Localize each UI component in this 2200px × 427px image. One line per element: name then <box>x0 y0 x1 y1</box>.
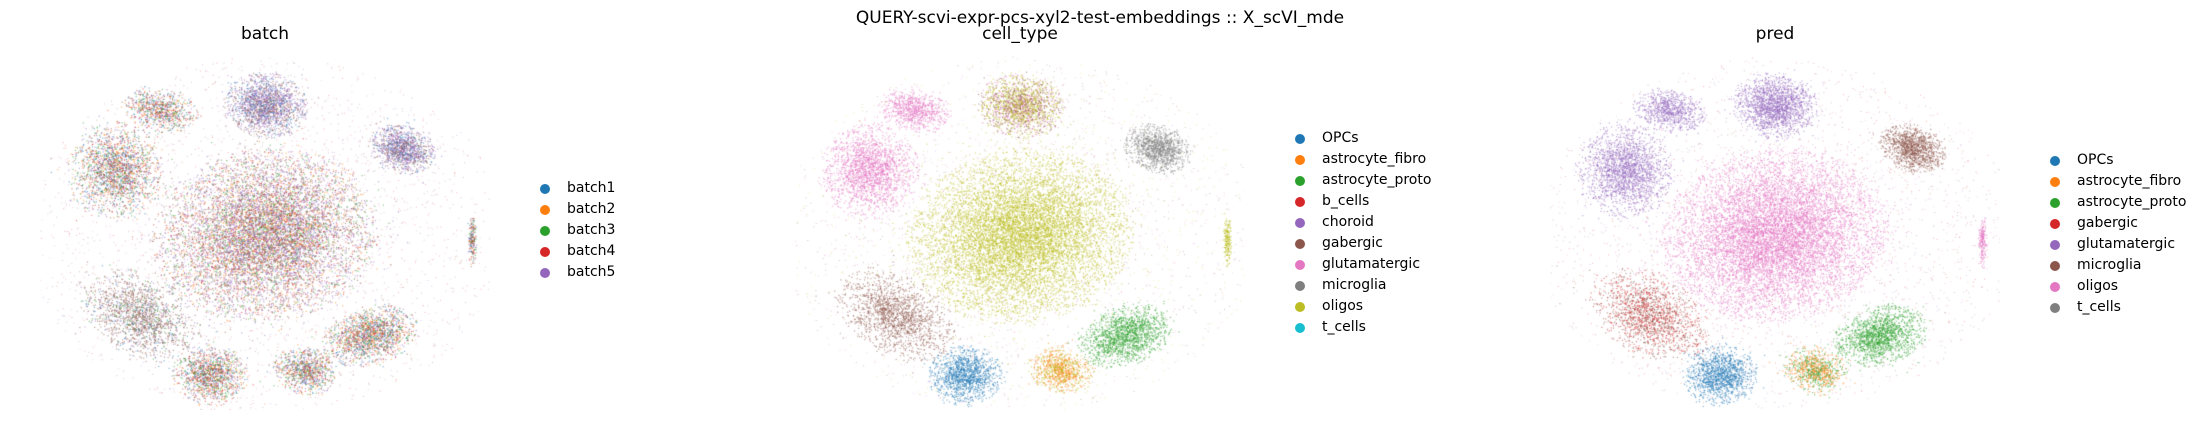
legend-label: glutamatergic <box>2077 236 2176 252</box>
panel-title: pred <box>1755 24 1795 44</box>
scatter-plot-pred <box>1550 50 2000 410</box>
legend-item: OPCs <box>2050 150 2186 171</box>
legend-item: batch2 <box>540 199 615 220</box>
legend-item: microglia <box>2050 255 2186 276</box>
legend-swatch <box>540 183 550 194</box>
legend-swatch <box>1295 196 1305 207</box>
scatter-plot-batch <box>40 50 490 410</box>
legend-swatch <box>1295 259 1305 270</box>
legend-item: gabergic <box>1295 233 1431 254</box>
panel-title: cell_type <box>982 24 1058 44</box>
legend-swatch <box>2050 281 2060 292</box>
legend-label: batch1 <box>567 180 616 196</box>
legend-label: t_cells <box>1322 319 1366 335</box>
legend-item: t_cells <box>2050 297 2186 318</box>
legend-swatch <box>2050 197 2060 208</box>
legend-item: oligos <box>1295 296 1431 317</box>
legend-swatch <box>1295 280 1305 291</box>
legend-swatch <box>1295 238 1305 249</box>
legend-label: astrocyte_proto <box>2077 194 2187 210</box>
legend-label: microglia <box>1322 277 1387 293</box>
legend-item: microglia <box>1295 275 1431 296</box>
legend-item: batch3 <box>540 220 615 241</box>
legend-label: batch3 <box>567 222 616 238</box>
legend-item: oligos <box>2050 276 2186 297</box>
legend-label: oligos <box>2077 278 2119 294</box>
legend-swatch <box>1295 154 1305 165</box>
panel-batch: batch batch1 batch2 batch3 batch4 batch5 <box>40 0 680 427</box>
legend-item: batch4 <box>540 241 615 262</box>
figure-suptitle: QUERY-scvi-expr-pcs-xyl2-test-embeddings… <box>855 8 1345 28</box>
legend-label: b_cells <box>1322 193 1370 209</box>
legend-item: glutamatergic <box>2050 234 2186 255</box>
legend-label: astrocyte_proto <box>1322 172 1432 188</box>
legend-label: gabergic <box>1322 235 1383 251</box>
legend-label: batch5 <box>567 264 616 280</box>
legend-swatch <box>1295 175 1305 186</box>
legend-swatch <box>540 246 550 257</box>
legend-swatch <box>1295 322 1305 333</box>
legend-item: astrocyte_proto <box>2050 192 2186 213</box>
legend-cell-type: OPCs astrocyte_fibro astrocyte_proto b_cell… <box>1295 128 1431 338</box>
legend-label: OPCs <box>2077 152 2114 168</box>
legend-label: choroid <box>1322 214 1374 230</box>
legend-label: t_cells <box>2077 299 2121 315</box>
legend-item: astrocyte_fibro <box>2050 171 2186 192</box>
legend-swatch <box>540 225 550 236</box>
legend-item: batch5 <box>540 262 615 283</box>
legend-swatch <box>2050 176 2060 187</box>
legend-swatch <box>2050 155 2060 166</box>
legend-item: batch1 <box>540 178 615 199</box>
legend-swatch <box>2050 218 2060 229</box>
legend-item: b_cells <box>1295 191 1431 212</box>
panel-title: batch <box>241 24 289 44</box>
legend-label: glutamatergic <box>1322 256 1421 272</box>
legend-swatch <box>1295 217 1305 228</box>
legend-swatch <box>540 204 550 215</box>
legend-item: glutamatergic <box>1295 254 1431 275</box>
legend-item: OPCs <box>1295 128 1431 149</box>
legend-label: batch2 <box>567 201 616 217</box>
legend-label: microglia <box>2077 257 2142 273</box>
legend-label: oligos <box>1322 298 1364 314</box>
panel-cell-type: cell_type OPCs astrocyte_fibro astrocyte_p… <box>795 0 1475 427</box>
legend-swatch <box>2050 239 2060 250</box>
legend-item: astrocyte_proto <box>1295 170 1431 191</box>
legend-label: astrocyte_fibro <box>2077 173 2182 189</box>
legend-label: batch4 <box>567 243 616 259</box>
legend-label: astrocyte_fibro <box>1322 151 1427 167</box>
legend-label: OPCs <box>1322 130 1359 146</box>
scatter-plot-cell-type <box>795 50 1245 410</box>
legend-swatch <box>1295 301 1305 312</box>
legend-swatch <box>540 267 550 278</box>
legend-swatch <box>2050 302 2060 313</box>
legend-swatch <box>2050 260 2060 271</box>
legend-item: t_cells <box>1295 317 1431 338</box>
legend-item: choroid <box>1295 212 1431 233</box>
legend-item: gabergic <box>2050 213 2186 234</box>
legend-swatch <box>1295 133 1305 144</box>
legend-item: astrocyte_fibro <box>1295 149 1431 170</box>
legend-label: gabergic <box>2077 215 2138 231</box>
legend-batch: batch1 batch2 batch3 batch4 batch5 <box>540 178 615 283</box>
